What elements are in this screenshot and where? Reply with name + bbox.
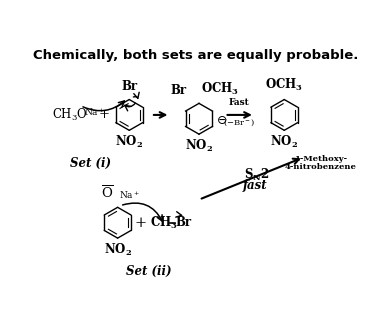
Text: Chemically, both sets are equally probable.: Chemically, both sets are equally probab…	[33, 49, 358, 62]
Text: $\mathregular{Na^+}$: $\mathregular{Na^+}$	[84, 107, 105, 118]
Text: 1-Methoxy-: 1-Methoxy-	[294, 155, 347, 163]
Text: $\mathregular{CH_3O}$: $\mathregular{CH_3O}$	[52, 107, 88, 123]
Text: fast: fast	[243, 179, 268, 192]
Text: $\mathregular{OCH_3}$: $\mathregular{OCH_3}$	[201, 81, 239, 97]
Text: $\mathregular{NO_2}$: $\mathregular{NO_2}$	[115, 134, 143, 150]
Text: $\mathregular{NO_2}$: $\mathregular{NO_2}$	[185, 138, 213, 154]
Text: $\mathregular{Na^+}$: $\mathregular{Na^+}$	[119, 190, 140, 201]
Text: $\mathregular{NO_2}$: $\mathregular{NO_2}$	[270, 134, 298, 150]
Text: +: +	[98, 108, 109, 121]
Text: $\mathregular{OCH_3}$: $\mathregular{OCH_3}$	[265, 77, 303, 93]
Text: Fast: Fast	[229, 98, 250, 107]
Text: $\ominus$: $\ominus$	[216, 114, 228, 127]
Text: Set (i): Set (i)	[70, 157, 111, 170]
Text: $\mathregular{CH_3}$: $\mathregular{CH_3}$	[150, 215, 178, 231]
Text: Br: Br	[121, 80, 137, 93]
Text: $\mathregular{S_N}$2: $\mathregular{S_N}$2	[244, 167, 270, 183]
Text: Br: Br	[176, 216, 192, 229]
Text: $\mathregular{\overline{O}}$: $\mathregular{\overline{O}}$	[101, 185, 114, 202]
Text: 4-nitrobenzene: 4-nitrobenzene	[285, 163, 357, 171]
Text: Set (ii): Set (ii)	[126, 265, 171, 278]
Text: $\mathregular{NO_2}$: $\mathregular{NO_2}$	[103, 242, 132, 258]
Text: Br: Br	[170, 84, 187, 97]
Text: $\mathregular{(-Br^-)}$: $\mathregular{(-Br^-)}$	[223, 117, 255, 128]
Text: +: +	[135, 216, 147, 230]
